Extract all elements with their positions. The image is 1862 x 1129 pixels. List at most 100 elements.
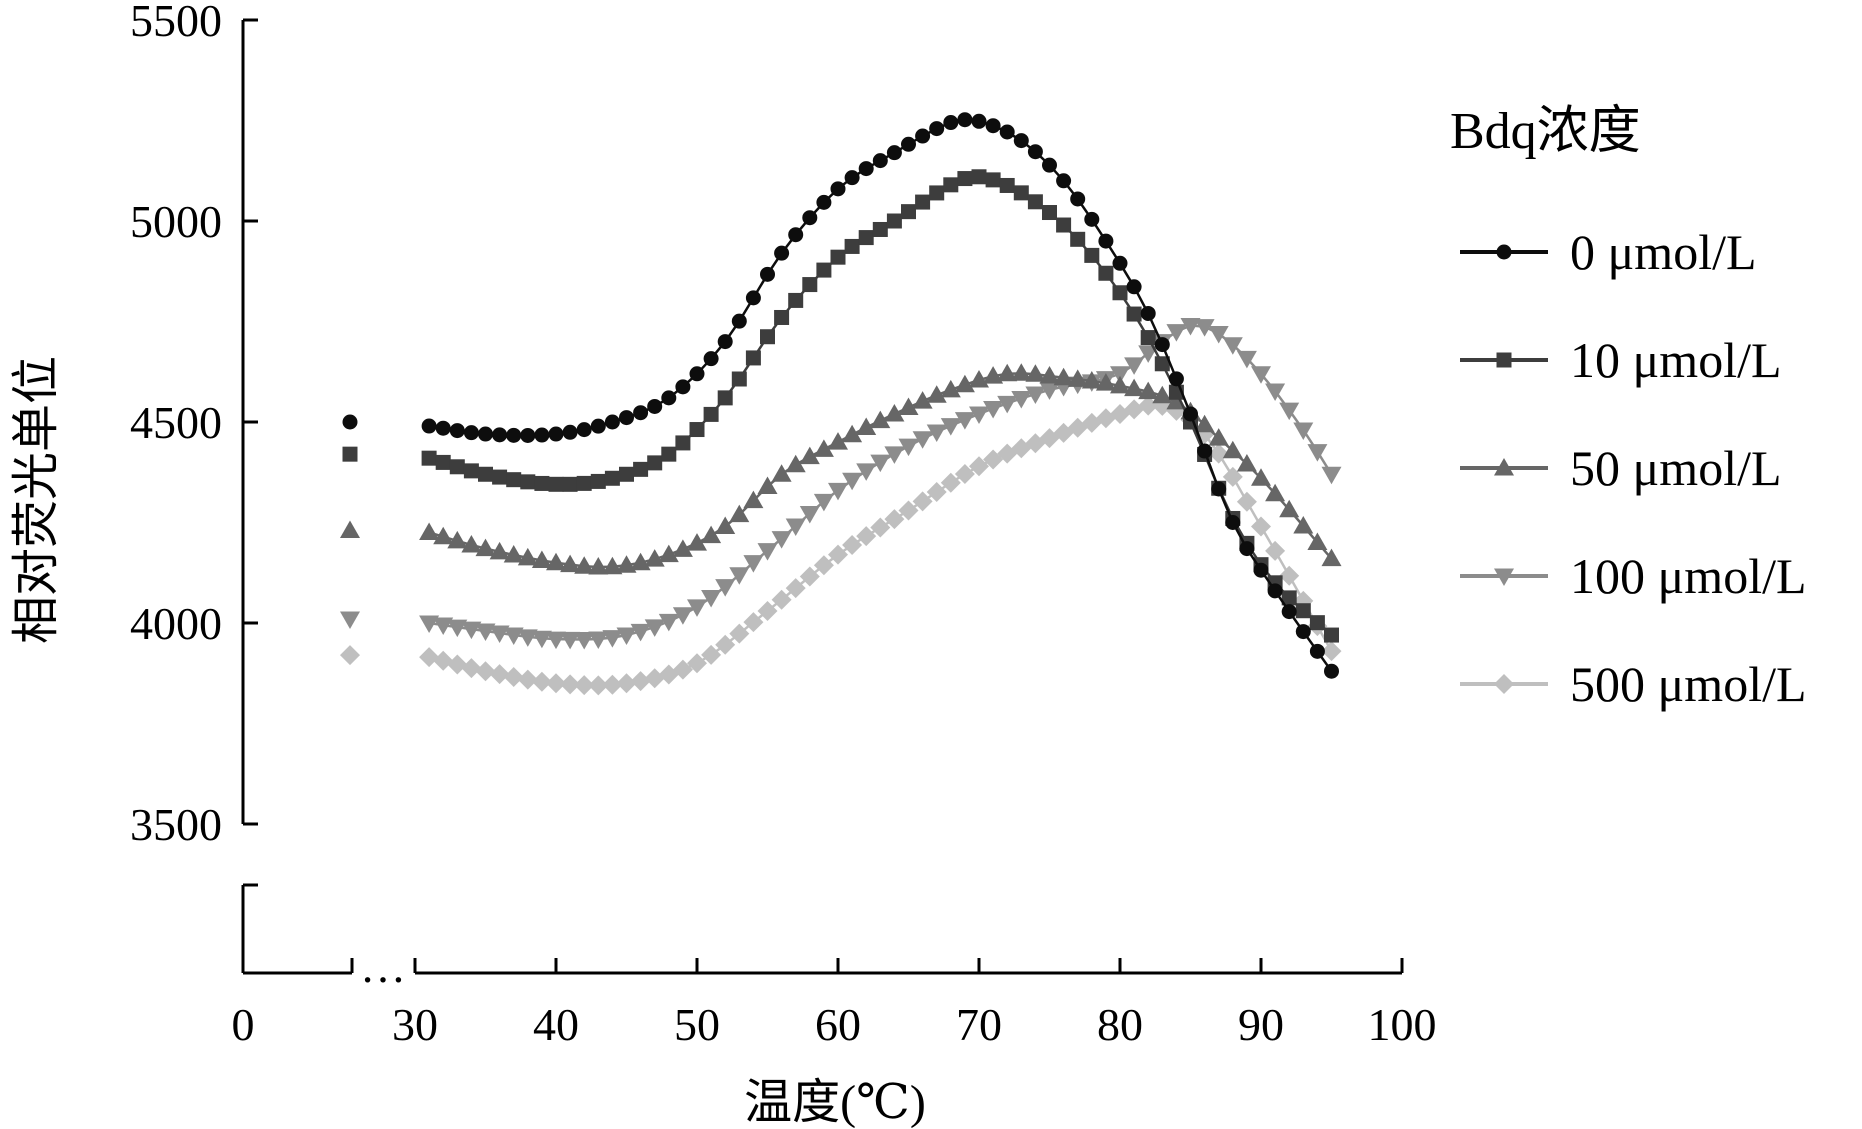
data-point — [1321, 548, 1342, 567]
data-point — [433, 617, 454, 636]
data-point — [463, 425, 479, 441]
series — [340, 112, 1342, 696]
data-point — [461, 658, 482, 679]
data-point — [743, 612, 764, 633]
data-point — [447, 619, 468, 638]
data-point — [745, 350, 761, 366]
data-point — [1293, 422, 1314, 441]
x-axis-title: 温度(℃) — [744, 1076, 926, 1129]
data-point — [1027, 144, 1043, 160]
legend-label: 100 μmol/L — [1570, 548, 1807, 604]
data-point — [856, 417, 877, 436]
data-point — [1279, 565, 1300, 586]
data-point — [1084, 211, 1100, 227]
initial-point — [342, 446, 358, 462]
data-point — [478, 466, 493, 482]
data-point — [1138, 395, 1159, 416]
data-point — [830, 249, 846, 265]
series-line — [428, 118, 1333, 672]
data-point — [419, 615, 440, 633]
data-point — [715, 579, 736, 597]
data-point — [675, 379, 691, 395]
legend-swatch-marker — [1496, 244, 1512, 260]
data-point — [1324, 663, 1339, 679]
data-point — [588, 675, 609, 696]
data-point — [842, 424, 863, 443]
data-point — [1126, 306, 1142, 322]
data-point — [1124, 378, 1145, 397]
data-point — [576, 422, 592, 438]
y-tick-label: 4000 — [130, 598, 222, 649]
data-point — [1183, 406, 1198, 422]
data-point — [604, 470, 620, 486]
data-point — [602, 630, 623, 648]
y-tick-label: 4500 — [130, 397, 222, 448]
data-point — [616, 555, 637, 573]
data-point — [884, 403, 905, 422]
legend: Bdq浓度 0 μmol/L 10 μmol/L 50 μmol/L 100 μmol… — [1450, 103, 1807, 712]
data-point — [842, 535, 863, 556]
data-point — [1095, 373, 1116, 391]
data-point — [816, 194, 832, 210]
initial-point — [340, 520, 360, 539]
data-point — [517, 629, 538, 647]
data-point — [1039, 366, 1060, 384]
data-point — [983, 400, 1004, 419]
data-point — [419, 647, 440, 668]
data-point — [943, 177, 959, 193]
y-ticks: 3500 4000 4500 5000 5500 — [130, 0, 258, 850]
data-point — [689, 422, 705, 438]
data-point — [1208, 443, 1229, 464]
data-point — [983, 366, 1004, 384]
data-point — [802, 210, 818, 226]
data-point — [997, 395, 1018, 414]
data-point — [870, 410, 891, 429]
data-point — [717, 334, 733, 350]
data-point — [1070, 231, 1086, 247]
data-point — [1197, 443, 1213, 459]
data-point — [588, 631, 609, 649]
data-point — [675, 435, 691, 451]
data-point — [774, 245, 790, 261]
data-point — [999, 177, 1015, 193]
data-point — [1194, 414, 1215, 433]
data-point — [447, 530, 468, 549]
legend-item-4: 500 μmol/L — [1460, 656, 1807, 712]
data-point — [929, 121, 945, 137]
data-point — [1295, 603, 1311, 619]
data-point — [492, 469, 508, 485]
data-point — [813, 439, 834, 457]
data-point — [1053, 367, 1074, 386]
data-point — [1013, 133, 1029, 149]
data-point — [421, 418, 437, 434]
data-point — [1211, 481, 1227, 497]
data-point — [813, 555, 834, 576]
data-point — [1025, 386, 1046, 405]
data-point — [1152, 385, 1173, 404]
data-point — [1124, 399, 1145, 420]
data-point — [1180, 318, 1201, 336]
data-point — [531, 671, 552, 692]
data-point — [534, 475, 550, 491]
data-point — [1042, 157, 1057, 173]
data-point — [661, 390, 677, 406]
data-point — [560, 631, 581, 650]
data-point — [616, 627, 637, 646]
data-point — [1098, 233, 1114, 249]
data-point — [788, 292, 804, 308]
data-point — [943, 115, 959, 131]
data-point — [898, 438, 919, 457]
data-point — [969, 456, 989, 477]
data-point — [1222, 466, 1243, 487]
data-point — [954, 412, 975, 430]
data-point — [799, 446, 820, 465]
data-point — [590, 418, 606, 434]
data-point — [687, 599, 707, 617]
data-point — [1027, 194, 1043, 210]
data-point — [1321, 641, 1342, 662]
data-point — [520, 427, 536, 443]
data-point — [576, 475, 592, 491]
series-0 — [342, 112, 1339, 679]
data-point — [870, 517, 891, 538]
